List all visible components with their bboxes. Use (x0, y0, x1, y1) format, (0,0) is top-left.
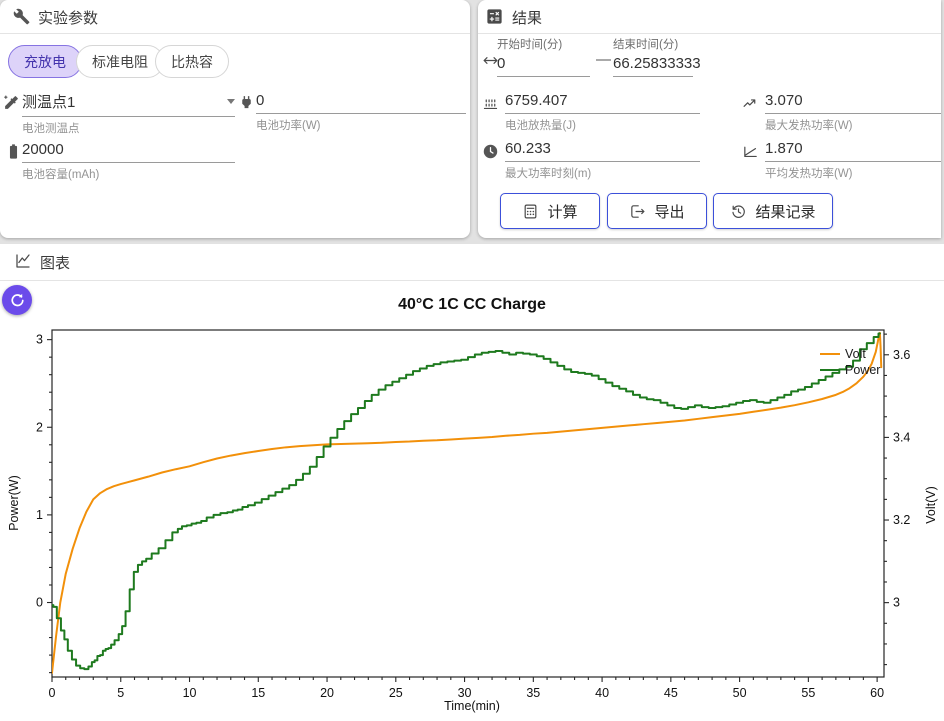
power-legend-line (820, 369, 840, 371)
calculate-icon (525, 204, 537, 218)
slope-icon (744, 146, 757, 158)
chart-legend: Volt Power (820, 346, 880, 378)
chart-line-icon (16, 254, 30, 268)
end-time-input[interactable]: 结束时间(分) 66.25833333 (613, 36, 701, 77)
max-heat-power-value: 3.070 (765, 91, 803, 109)
battery-power-value: 0 (256, 91, 265, 109)
battery-heat-output[interactable]: 6759.407 电池放热量(J) (505, 91, 700, 133)
time-range-separator: — (596, 51, 611, 68)
result-records-button-label: 结果记录 (755, 203, 816, 221)
results-card: 结果 开始时间(分) 0 — 结束时间(分) 66.25833333 6759.… (478, 0, 941, 238)
avg-heat-power-output[interactable]: 1.870 平均发热功率(W) (765, 139, 941, 181)
volt-legend-line (820, 353, 840, 355)
max-heat-power-label: 最大发热功率(W) (765, 120, 853, 132)
battery-power-label: 电池功率(W) (256, 120, 321, 132)
x-axis-label: Time(min) (444, 699, 500, 713)
tab-specific-heat[interactable]: 比热容 (155, 45, 229, 78)
calculator-icon (487, 9, 502, 24)
experiment-params-header: 实验参数 (0, 0, 470, 33)
start-time-input[interactable]: 开始时间(分) 0 (497, 36, 590, 77)
battery-capacity-value: 20000 (22, 140, 64, 158)
results-header: 结果 (478, 0, 941, 33)
chart-title: 40°C 1C CC Charge (398, 296, 546, 313)
battery-heat-label: 电池放热量(J) (505, 120, 576, 132)
left-y-axis-label: Power(W) (7, 475, 21, 531)
header-divider (478, 33, 941, 34)
avg-heat-power-value: 1.870 (765, 139, 803, 157)
chart-section-title: 图表 (40, 255, 71, 272)
battery-capacity-input[interactable]: 20000 电池容量(mAh) (22, 140, 235, 182)
battery-heat-value: 6759.407 (505, 91, 568, 109)
chevron-down-icon (227, 99, 235, 104)
start-time-label: 开始时间(分) (497, 39, 563, 51)
end-time-value: 66.25833333 (613, 54, 701, 72)
probe-select-label: 电池测温点 (22, 123, 80, 135)
volt-legend-label: Volt (845, 347, 866, 361)
refresh-icon (10, 293, 24, 306)
chart-panel: 图表 40°C 1C CC Charge Time(min) (0, 244, 944, 721)
max-power-time-value: 60.233 (505, 139, 551, 157)
max-power-time-output[interactable]: 60.233 最大功率时刻(m) (505, 139, 700, 181)
heat-icon (483, 99, 498, 110)
tools-icon (13, 8, 30, 25)
tab-charge-discharge[interactable]: 充放电 (8, 45, 82, 78)
right-y-axis-label: Volt(V) (924, 486, 938, 524)
battery-power-input[interactable]: 0 电池功率(W) (256, 91, 466, 133)
history-icon (732, 204, 746, 218)
start-time-value: 0 (497, 54, 506, 72)
results-title: 结果 (512, 10, 543, 27)
experiment-params-card: 实验参数 充放电 标准电阻 比热容 测温点1 电池测温点 0 电池功率(W) 2… (0, 0, 470, 238)
header-divider (0, 33, 470, 34)
tab-standard-resistance[interactable]: 标准电阻 (76, 45, 164, 78)
max-power-time-label: 最大功率时刻(m) (505, 168, 592, 180)
chart-header-divider (0, 280, 944, 281)
result-records-button[interactable]: 结果记录 (713, 193, 833, 229)
power-legend-label: Power (845, 363, 881, 377)
calculate-button-label: 计算 (547, 203, 578, 221)
legend-entry-volt: Volt (820, 346, 880, 362)
probe-select[interactable]: 测温点1 电池测温点 (22, 91, 235, 136)
avg-heat-power-label: 平均发热功率(W) (765, 168, 853, 180)
export-icon (631, 204, 645, 218)
end-time-label: 结束时间(分) (613, 39, 679, 51)
max-heat-power-output[interactable]: 3.070 最大发热功率(W) (765, 91, 941, 133)
trending-up-icon (743, 99, 756, 107)
legend-entry-power: Power (820, 362, 880, 378)
clock-icon (483, 144, 498, 159)
export-button[interactable]: 导出 (607, 193, 707, 229)
refresh-chart-button[interactable] (2, 285, 32, 315)
experiment-params-title: 实验参数 (38, 10, 99, 27)
battery-icon (9, 144, 18, 159)
export-button-label: 导出 (654, 203, 685, 221)
calculate-button[interactable]: 计算 (500, 193, 600, 229)
plug-icon (242, 96, 251, 109)
probe-select-value: 测温点1 (22, 94, 76, 111)
range-arrows-icon (483, 57, 498, 64)
probe-icon (4, 95, 18, 109)
battery-capacity-label: 电池容量(mAh) (22, 169, 100, 181)
